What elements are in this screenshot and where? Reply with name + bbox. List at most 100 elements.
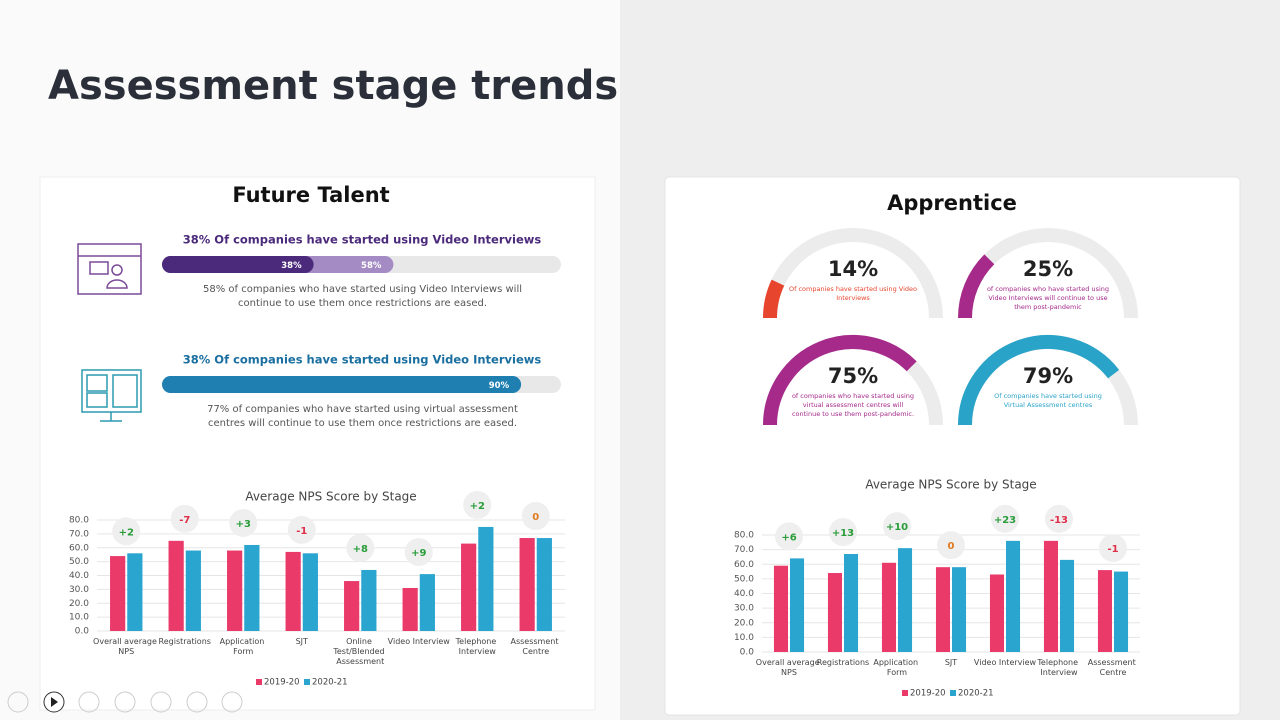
- delta-label: +13: [832, 528, 854, 539]
- bar: [827, 573, 842, 652]
- delta-badge: [775, 522, 803, 551]
- delta-label: +2: [470, 501, 485, 512]
- gauge-value: 14%: [828, 257, 878, 281]
- chart-title: Average NPS Score by Stage: [865, 478, 1036, 492]
- gauge-arc: [958, 335, 1120, 426]
- y-tick-label: 40.0: [734, 589, 754, 599]
- delta-label: +9: [411, 548, 426, 559]
- delta-label: +10: [886, 522, 908, 533]
- bar: [989, 574, 1004, 652]
- y-tick-label: 20.0: [69, 599, 89, 609]
- delta-label: +23: [994, 515, 1016, 526]
- x-tick-label: Overall average NPS: [93, 637, 159, 656]
- y-tick-label: 80.0: [734, 531, 754, 541]
- bar: [168, 540, 184, 631]
- x-tick-label: Video Interview: [974, 658, 1037, 667]
- more-button[interactable]: [221, 691, 243, 713]
- x-tick-label: Online Test/Blended Assessment: [332, 637, 387, 666]
- bar: [227, 550, 243, 631]
- bar: [519, 538, 535, 631]
- assessment-icon: [81, 369, 142, 422]
- delta-label: -7: [179, 515, 190, 526]
- toolbar: [7, 691, 243, 713]
- delta-badge: [287, 515, 316, 544]
- bar: [110, 556, 126, 631]
- x-tick-label: Assessment Centre: [510, 637, 561, 656]
- delta-label: +3: [236, 519, 251, 530]
- bar: [402, 587, 418, 631]
- x-tick-label: SJT: [296, 637, 308, 646]
- delta-badge: [404, 538, 433, 567]
- x-tick-label: Assessment Centre: [1088, 658, 1139, 677]
- delta-badge: [1045, 504, 1073, 533]
- subtitle-button[interactable]: [186, 691, 208, 713]
- progress-bar: [162, 376, 522, 393]
- chart-title: Average NPS Score by Stage: [245, 490, 416, 504]
- y-tick-label: 40.0: [69, 571, 89, 581]
- card: [664, 176, 1241, 716]
- bar: [898, 548, 913, 652]
- delta-label: 0: [532, 512, 539, 523]
- x-tick-label: Application Form: [220, 637, 267, 656]
- bar: [185, 550, 201, 631]
- bar: [790, 558, 805, 652]
- y-tick-label: 30.0: [734, 604, 754, 614]
- bar: [1006, 540, 1021, 652]
- x-tick-label: Telephone Interview: [1036, 658, 1080, 677]
- y-tick-label: 60.0: [69, 543, 89, 553]
- delta-label: -1: [296, 526, 307, 537]
- bar: [461, 543, 477, 631]
- y-tick-label: 80.0: [69, 516, 89, 526]
- delta-badge: [170, 504, 199, 533]
- progress-caption: 58% of companies who have started using …: [203, 284, 522, 309]
- gauge-value: 79%: [1023, 364, 1073, 388]
- slides-button[interactable]: [114, 691, 136, 713]
- prev-button[interactable]: [7, 691, 29, 713]
- delta-badge: [883, 512, 911, 541]
- y-tick-label: 0.0: [75, 627, 90, 637]
- gauge-text: of companies who have started using Vide…: [986, 285, 1110, 311]
- delta-label: +6: [781, 532, 796, 543]
- progress-caption: 77% of companies who have started using …: [207, 404, 518, 429]
- zoom-button[interactable]: [150, 691, 172, 713]
- bar: [244, 544, 260, 631]
- delta-label: 0: [948, 541, 955, 552]
- x-tick-label: Registrations: [159, 637, 211, 646]
- bar: [952, 567, 967, 652]
- delta-badge: [521, 502, 550, 531]
- y-tick-label: 60.0: [734, 560, 754, 570]
- bar: [536, 538, 552, 631]
- bar: [127, 553, 143, 631]
- bar: [1060, 559, 1075, 652]
- delta-badge: [991, 504, 1019, 533]
- delta-badge: [829, 518, 857, 547]
- gauge-text: Of companies have started using Virtual …: [994, 392, 1102, 409]
- y-tick-label: 70.0: [69, 529, 89, 539]
- delta-label: -13: [1050, 515, 1068, 526]
- y-tick-label: 20.0: [734, 618, 754, 628]
- progress-bar: [162, 256, 314, 273]
- delta-label: -1: [1107, 544, 1118, 555]
- y-tick-label: 50.0: [734, 574, 754, 584]
- legend-label: 2020-21: [958, 689, 994, 699]
- gauge-text: of companies who have started using virt…: [791, 392, 915, 418]
- delta-badge: [1099, 534, 1127, 563]
- gauge-value: 25%: [1023, 257, 1073, 281]
- legend-swatch: [256, 679, 262, 685]
- gauge-arc: [763, 279, 785, 319]
- bar: [344, 581, 360, 631]
- delta-label: +8: [353, 544, 368, 555]
- delta-badge: [229, 508, 258, 537]
- gauge-text: Of companies have started using Video In…: [788, 285, 918, 302]
- pen-button[interactable]: [78, 691, 100, 713]
- bar: [1043, 540, 1058, 652]
- legend-label: 2019-20: [264, 678, 300, 688]
- x-tick-label: SJT: [945, 658, 957, 667]
- y-tick-label: 0.0: [740, 648, 755, 658]
- y-tick-label: 50.0: [69, 557, 89, 567]
- bar: [285, 551, 301, 631]
- delta-badge: [346, 533, 375, 562]
- legend-swatch: [304, 679, 310, 685]
- bar: [302, 553, 318, 631]
